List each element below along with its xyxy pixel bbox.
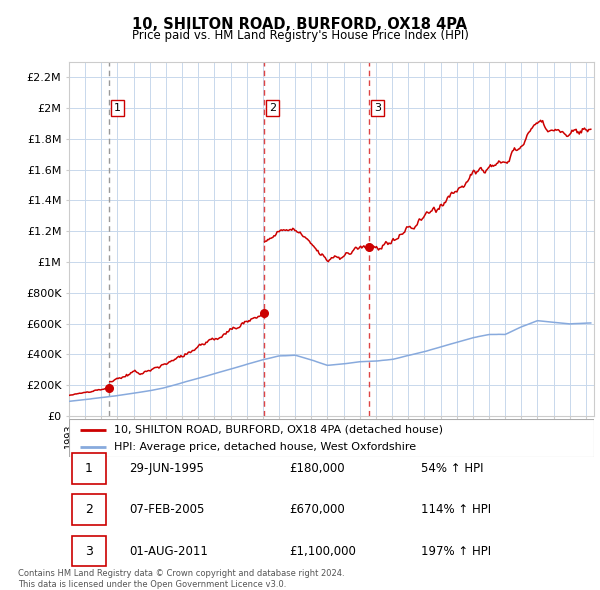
Text: 3: 3 <box>85 545 93 558</box>
Text: HPI: Average price, detached house, West Oxfordshire: HPI: Average price, detached house, West… <box>113 442 416 453</box>
FancyBboxPatch shape <box>71 453 106 484</box>
FancyBboxPatch shape <box>69 419 594 457</box>
Text: 3: 3 <box>374 103 381 113</box>
Text: £1,100,000: £1,100,000 <box>290 545 356 558</box>
FancyBboxPatch shape <box>71 494 106 525</box>
Text: 10, SHILTON ROAD, BURFORD, OX18 4PA (detached house): 10, SHILTON ROAD, BURFORD, OX18 4PA (det… <box>113 425 443 435</box>
Text: 07-FEB-2005: 07-FEB-2005 <box>130 503 205 516</box>
Text: 197% ↑ HPI: 197% ↑ HPI <box>421 545 491 558</box>
Text: £670,000: £670,000 <box>290 503 345 516</box>
Text: £180,000: £180,000 <box>290 462 345 475</box>
Text: Price paid vs. HM Land Registry's House Price Index (HPI): Price paid vs. HM Land Registry's House … <box>131 30 469 42</box>
Text: 1: 1 <box>114 103 121 113</box>
Text: 54% ↑ HPI: 54% ↑ HPI <box>421 462 483 475</box>
Text: 114% ↑ HPI: 114% ↑ HPI <box>421 503 491 516</box>
FancyBboxPatch shape <box>71 536 106 566</box>
Text: 2: 2 <box>269 103 276 113</box>
Text: 29-JUN-1995: 29-JUN-1995 <box>130 462 204 475</box>
Text: 01-AUG-2011: 01-AUG-2011 <box>130 545 208 558</box>
Text: 10, SHILTON ROAD, BURFORD, OX18 4PA: 10, SHILTON ROAD, BURFORD, OX18 4PA <box>133 17 467 31</box>
Text: Contains HM Land Registry data © Crown copyright and database right 2024.
This d: Contains HM Land Registry data © Crown c… <box>18 569 344 589</box>
Text: 2: 2 <box>85 503 93 516</box>
Text: 1: 1 <box>85 462 93 475</box>
